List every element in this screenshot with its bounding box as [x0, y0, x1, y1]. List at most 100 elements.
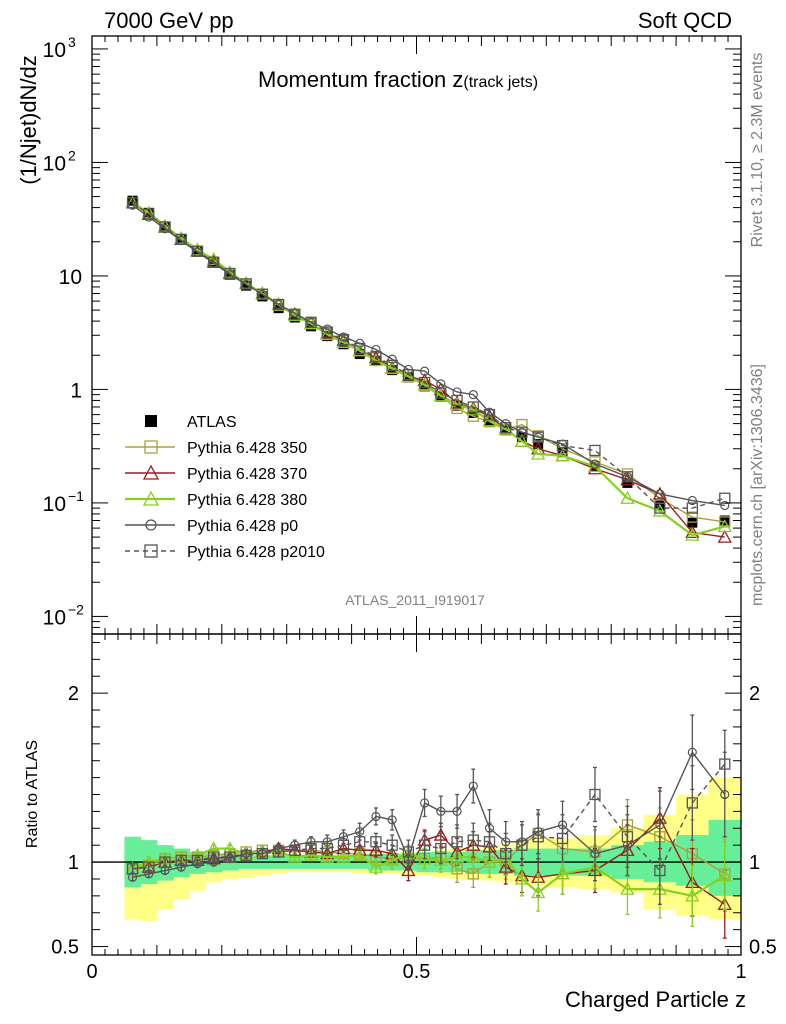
ratio-point	[305, 842, 317, 855]
data-point	[305, 316, 317, 328]
data-point	[719, 492, 731, 504]
ratio-point	[589, 788, 601, 801]
ratio-xlabel: Charged Particle z	[565, 987, 746, 1012]
ratio-point	[531, 885, 546, 899]
data-point	[532, 431, 544, 443]
ratio-point	[483, 836, 496, 848]
data-point	[257, 289, 267, 299]
y-tick-exponent: −1	[68, 488, 84, 504]
data-point	[501, 418, 511, 429]
legend-label: Pythia 6.428 p2010	[187, 544, 325, 561]
data-point	[419, 381, 430, 392]
data-point	[371, 344, 381, 355]
ratio-point	[368, 842, 384, 856]
data-point	[160, 224, 170, 234]
series-line	[132, 202, 725, 509]
ratio-point	[272, 846, 285, 858]
legend-marker	[145, 415, 157, 427]
y-tick-exponent: −2	[68, 601, 84, 617]
ratio-point	[143, 861, 155, 873]
data-point	[717, 529, 732, 543]
data-point	[402, 368, 415, 381]
ratio-point	[685, 888, 700, 902]
data-point	[272, 298, 285, 311]
ratio-point	[655, 820, 665, 830]
legend-marker	[142, 490, 160, 506]
y-tick-label: 10	[43, 39, 66, 62]
ratio-point	[256, 847, 269, 860]
y-tick-label: 10	[43, 493, 66, 516]
data-point	[500, 422, 512, 434]
analysis-watermark: ATLAS_2011_I919017	[345, 592, 485, 608]
ratio-point	[208, 851, 220, 863]
ratio-point	[451, 836, 463, 848]
ratio-point	[402, 846, 415, 858]
ratio-point	[452, 806, 462, 816]
series-line	[131, 201, 726, 537]
data-point	[143, 208, 155, 220]
ratio-series-4	[126, 729, 731, 905]
data-point	[338, 332, 349, 342]
data-point	[686, 502, 698, 514]
main-title-text: Momentum fraction	[258, 67, 452, 92]
ratio-y-tick-label: 1	[68, 852, 79, 874]
data-point	[385, 361, 400, 375]
series-4	[127, 200, 730, 511]
data-point	[337, 333, 350, 346]
legend-label: Pythia 6.428 380	[187, 492, 307, 509]
data-point	[686, 511, 698, 523]
data-point	[159, 221, 171, 233]
data-point	[435, 387, 447, 399]
ratio-point	[482, 854, 497, 868]
header-energy-label: 7000 GeV pp	[104, 8, 234, 33]
data-point	[590, 459, 600, 469]
ratio-point	[687, 747, 697, 757]
ratio-point	[224, 851, 236, 863]
data-point	[620, 490, 635, 504]
ratio-point	[620, 881, 635, 895]
ratio-point	[126, 863, 139, 875]
ratio-point	[191, 854, 204, 867]
data-point	[433, 388, 448, 402]
ratio-y-tick-label-right: 1	[749, 852, 760, 874]
data-point	[533, 432, 543, 442]
ratio-point	[287, 849, 302, 863]
x-tick-label: 0	[86, 961, 97, 983]
y-tick-exponent: 2	[68, 147, 76, 163]
data-point	[555, 448, 570, 462]
data-point	[589, 444, 601, 457]
ratio-point	[354, 836, 366, 848]
ratio-y-tick-label: 2	[68, 683, 79, 705]
y-tick-label: 10	[43, 152, 66, 175]
legend: ATLAS Pythia 6.428 350 Pythia 6.428 370 Pyt…	[125, 414, 325, 561]
data-point	[241, 280, 252, 291]
ratio-line	[132, 763, 726, 872]
ratio-point	[337, 839, 350, 851]
y-tick-label: 10	[59, 266, 82, 289]
ratio-point	[719, 758, 731, 770]
ratio-point	[370, 836, 382, 848]
y-tick-label: 10	[43, 606, 66, 629]
data-point	[306, 317, 316, 327]
data-point	[498, 421, 513, 435]
ratio-point	[387, 815, 397, 825]
header-category-label: Soft QCD	[638, 8, 732, 33]
data-point	[256, 288, 269, 300]
legend-marker	[145, 519, 157, 531]
data-point	[175, 233, 187, 246]
data-point	[289, 308, 301, 320]
y-tick-label: 1	[70, 379, 82, 402]
data-point	[368, 353, 384, 367]
ratio-point	[556, 832, 569, 845]
ratio-point	[468, 781, 478, 791]
ratio-point	[401, 863, 416, 877]
data-point	[655, 489, 665, 499]
ratio-point	[352, 847, 367, 861]
ratio-point	[289, 844, 301, 856]
data-point	[191, 245, 204, 257]
ratio-point	[500, 847, 512, 860]
ratio-point	[175, 854, 187, 867]
ratio-point	[336, 849, 351, 863]
series-5	[126, 197, 731, 514]
